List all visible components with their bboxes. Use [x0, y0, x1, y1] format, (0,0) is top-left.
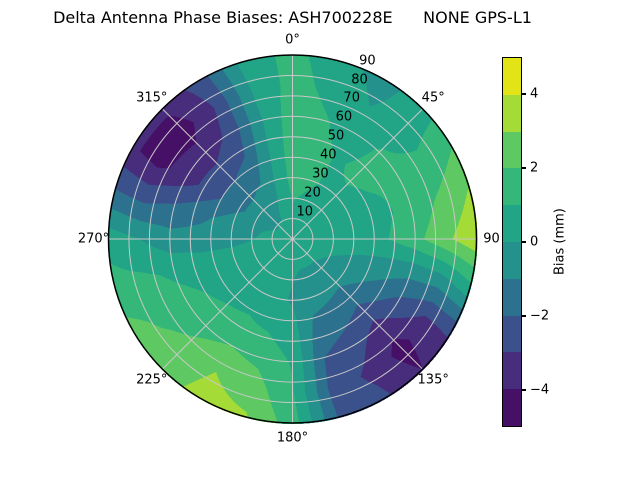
radial-tick-label: 10 — [296, 204, 314, 220]
colorbar-tickmark — [522, 241, 526, 243]
colorbar-tick-label: 2 — [530, 160, 539, 176]
colorbar — [502, 57, 522, 427]
colorbar-band — [503, 389, 521, 426]
colorbar-band — [503, 168, 521, 206]
colorbar-axis-label: Bias (mm) — [552, 208, 568, 276]
radial-tick-label: 20 — [304, 185, 321, 201]
angle-tick-label: 315° — [136, 90, 168, 106]
colorbar-band — [503, 241, 521, 279]
colorbar-band — [503, 315, 521, 353]
colorbar-band — [503, 94, 521, 132]
chart-title: Delta Antenna Phase Biases: ASH700228E N… — [53, 8, 532, 27]
angle-tick-label: 45° — [421, 90, 445, 106]
polar-plot: 0° 45° 90 135° 180° 225° 270° 315° 10 20 30 40 50 60… — [78, 34, 500, 445]
radial-tick-label: 30 — [312, 166, 329, 182]
polar-contour-canvas — [104, 51, 481, 428]
angle-tick-label: 270° — [77, 231, 110, 247]
colorbar-tick-label: −2 — [530, 308, 550, 324]
radial-tick-label: 60 — [335, 109, 353, 125]
colorbar-band — [503, 278, 521, 316]
radial-tick-label: 90 — [359, 53, 376, 69]
angle-tick-label: 90 — [483, 231, 500, 247]
radial-tick-label: 70 — [343, 90, 360, 106]
angle-tick-label: 0° — [285, 32, 300, 48]
colorbar-tick-label: 0 — [530, 234, 539, 250]
angle-tick-label: 135° — [417, 372, 449, 388]
colorbar-tick-label: −4 — [530, 382, 550, 398]
colorbar-tickmark — [522, 315, 526, 317]
colorbar-band — [503, 352, 521, 390]
colorbar-band — [503, 131, 521, 169]
colorbar-tick-label: 4 — [530, 86, 539, 102]
colorbar-tickmark — [522, 389, 526, 391]
angle-tick-label: 225° — [136, 372, 168, 388]
colorbar-tickmark — [522, 93, 526, 95]
radial-tick-label: 40 — [319, 147, 337, 163]
radial-tick-label: 50 — [327, 128, 345, 144]
colorbar-band — [503, 205, 521, 242]
colorbar-band — [503, 58, 521, 95]
colorbar-tickmark — [522, 167, 526, 169]
radial-tick-label: 80 — [351, 72, 368, 88]
angle-tick-label: 180° — [276, 430, 309, 446]
